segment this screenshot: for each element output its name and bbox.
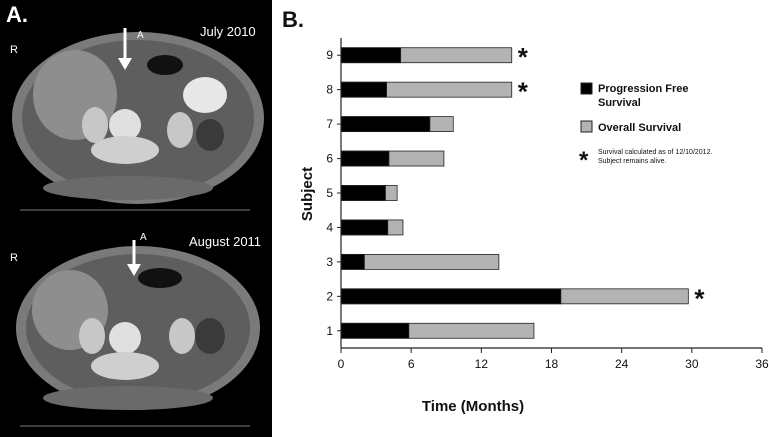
- ct-scan-august-2011-image: [16, 240, 260, 427]
- bar-progression-free-subject-7: [340, 116, 431, 133]
- x-axis-title: Time (Months): [422, 398, 524, 415]
- alive-asterisk-subject-8: *: [518, 77, 529, 107]
- y-axis-title: Subject: [299, 167, 316, 221]
- scan-date-august-2011: August 2011: [189, 234, 262, 249]
- alive-asterisk-subject-9: *: [518, 42, 529, 72]
- y-tick-label-3: 3: [326, 255, 333, 269]
- x-tick-label-24: 24: [615, 357, 629, 371]
- scan-side-marker-r-bottom: R: [10, 252, 18, 264]
- legend-label-progression-free-line2: Survival: [598, 97, 641, 109]
- x-tick-label-6: 6: [408, 357, 415, 371]
- bar-progression-free-subject-2: [340, 288, 562, 305]
- x-tick-label-0: 0: [338, 357, 345, 371]
- legend-label-overall-survival: Overall Survival: [598, 122, 681, 134]
- y-tick-label-5: 5: [326, 186, 333, 200]
- scan-date-july-2010: July 2010: [200, 24, 256, 39]
- scan-arrow-marker-a-top: A: [137, 30, 144, 41]
- y-tick-label-9: 9: [326, 48, 333, 62]
- bar-progression-free-subject-1: [340, 322, 410, 339]
- legend-note-line2: Subject remains alive.: [598, 158, 667, 165]
- y-tick-label-4: 4: [326, 220, 333, 234]
- ct-scan-july-2010-image: [12, 28, 264, 211]
- x-tick-label-36: 36: [755, 357, 769, 371]
- legend-asterisk: *: [579, 147, 589, 174]
- y-tick-label-8: 8: [326, 83, 333, 97]
- panel-a-label: A.: [6, 2, 28, 27]
- bar-progression-free-subject-8: [340, 81, 388, 98]
- legend-label-progression-free-line1: Progression Free: [598, 83, 688, 95]
- bar-progression-free-subject-9: [340, 47, 402, 64]
- scan-side-marker-r-top: R: [10, 44, 18, 56]
- y-tick-label-6: 6: [326, 152, 333, 166]
- x-tick-label-18: 18: [545, 357, 559, 371]
- legend-note-line1: Survival calculated as of 12/10/2012.: [598, 149, 712, 156]
- legend-swatch-overall-survival: [580, 120, 593, 133]
- scan-arrow-marker-a-bottom: A: [140, 232, 147, 243]
- bar-progression-free-subject-5: [340, 185, 386, 201]
- alive-asterisk-subject-2: *: [694, 283, 705, 313]
- bar-progression-free-subject-4: [340, 219, 389, 236]
- bar-progression-free-subject-6: [340, 150, 390, 167]
- y-tick-label-1: 1: [326, 324, 333, 338]
- panel-b-label: B.: [282, 7, 304, 32]
- x-tick-label-30: 30: [685, 357, 699, 371]
- legend-swatch-progression-free: [580, 82, 593, 95]
- ct-scan-panel: A. July 2010 R A August 2011 R A: [0, 0, 272, 437]
- y-tick-label-2: 2: [326, 289, 333, 303]
- y-tick-label-7: 7: [326, 117, 333, 131]
- bar-progression-free-subject-3: [340, 253, 365, 270]
- x-tick-label-12: 12: [475, 357, 489, 371]
